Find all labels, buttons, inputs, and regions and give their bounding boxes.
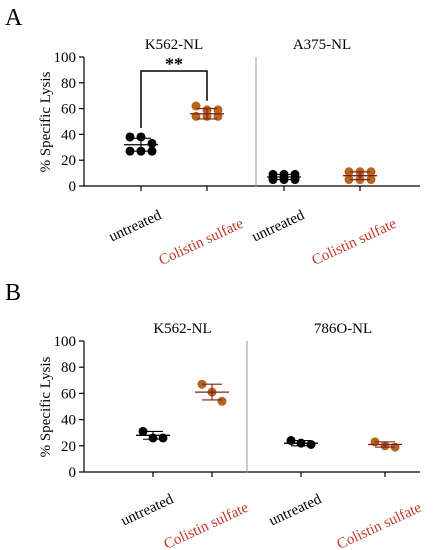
data-point	[306, 439, 316, 449]
group-label: K562-NL	[145, 37, 203, 53]
x-category-label: untreated	[119, 491, 177, 529]
y-tick-label: 40	[61, 413, 76, 429]
group-label: A375-NL	[293, 37, 351, 53]
y-tick-label: 20	[61, 439, 76, 455]
panel-letter: A	[5, 5, 23, 31]
x-category-label: untreated	[267, 491, 325, 529]
x-category-label: Colistin sulfate	[310, 216, 400, 269]
data-point	[147, 138, 157, 148]
significance-marker: **	[165, 54, 183, 74]
data-point	[136, 132, 146, 142]
y-tick-label: 60	[61, 102, 76, 118]
y-tick-label: 100	[54, 50, 77, 66]
chart-panel-B: B 0 20 40 60 80 100% Specific Lysis K562-NL untr…	[5, 280, 424, 550]
significance-bracket	[140, 70, 208, 128]
data-point	[213, 105, 223, 115]
y-tick-label: 40	[61, 127, 76, 143]
group-label: 786O-NL	[314, 321, 372, 337]
data-point	[125, 132, 135, 142]
x-category-label: Colistin sulfate	[157, 216, 247, 269]
x-category-label: untreated	[250, 207, 308, 245]
y-tick-label: 80	[61, 360, 76, 376]
data-point	[191, 101, 201, 111]
group-label: K562-NL	[153, 321, 211, 337]
data-point	[366, 167, 376, 177]
y-axis-label: % Specific Lysis	[38, 356, 54, 457]
x-category-label: untreated	[107, 207, 165, 245]
y-tick-label: 100	[54, 334, 77, 350]
y-tick-label: 20	[61, 153, 76, 169]
panel-letter: B	[5, 280, 21, 306]
y-tick-label: 60	[61, 386, 76, 402]
data-point	[344, 167, 354, 177]
data-point	[147, 146, 157, 156]
y-tick-label: 80	[61, 76, 76, 92]
data-point	[217, 396, 227, 406]
x-category-label: Colistin sulfate	[335, 500, 425, 550]
chart-panel-A: A 0 20 40 60 80 100% Specific Lysis K562-NL untr…	[5, 5, 420, 269]
data-point	[366, 175, 376, 185]
data-point	[125, 146, 135, 156]
y-tick-label: 0	[69, 179, 77, 195]
x-category-label: Colistin sulfate	[162, 500, 252, 550]
data-point	[344, 175, 354, 185]
y-axis-label: % Specific Lysis	[38, 71, 54, 172]
y-tick-label: 0	[69, 465, 77, 481]
